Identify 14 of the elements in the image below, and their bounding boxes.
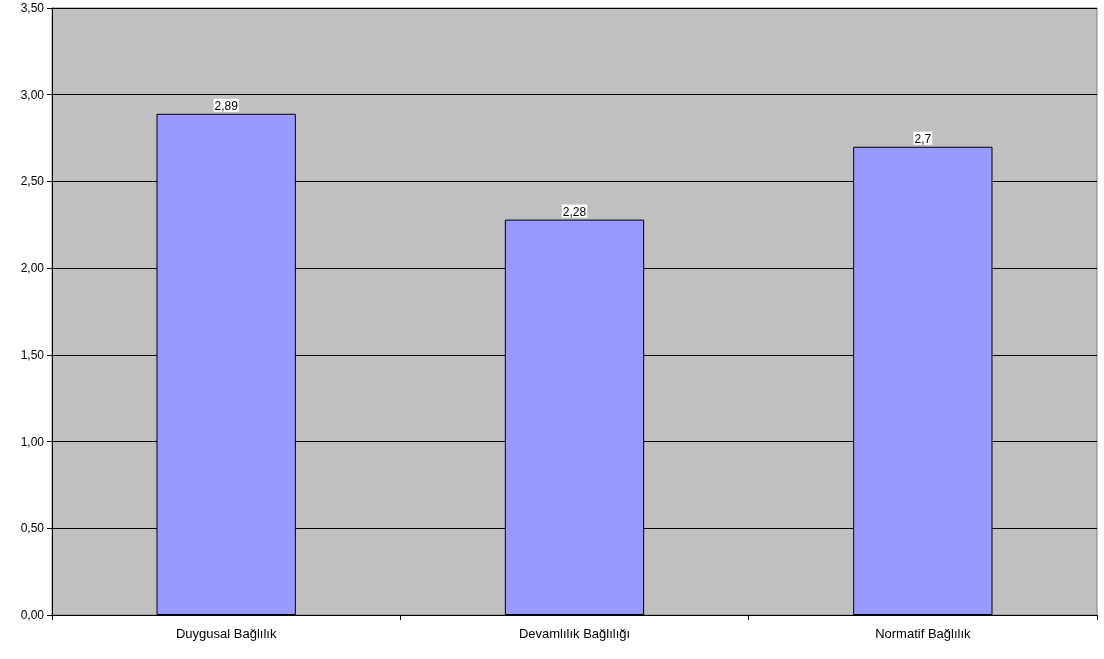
x-tick-label: Devamlılık Bağlılığı	[518, 626, 631, 641]
y-tick-label: 0,50	[20, 521, 45, 536]
y-tick-label: 1,00	[20, 434, 45, 449]
y-tick-label: 2,00	[20, 261, 45, 276]
y-tick-label: 3,50	[20, 1, 45, 15]
data-label: 2,89	[214, 98, 239, 113]
y-tick-label: 2,50	[20, 174, 45, 189]
data-label: 2,28	[562, 204, 587, 219]
x-tick-label: Normatif Bağlılık	[875, 626, 972, 641]
data-label: 2,7	[914, 131, 932, 146]
y-tick-label: 3,00	[20, 87, 45, 102]
y-tick-label: 0,00	[20, 608, 45, 622]
y-tick-label: 1,50	[20, 347, 45, 362]
x-tick-label: Duygusal Bağlılık	[175, 626, 277, 641]
